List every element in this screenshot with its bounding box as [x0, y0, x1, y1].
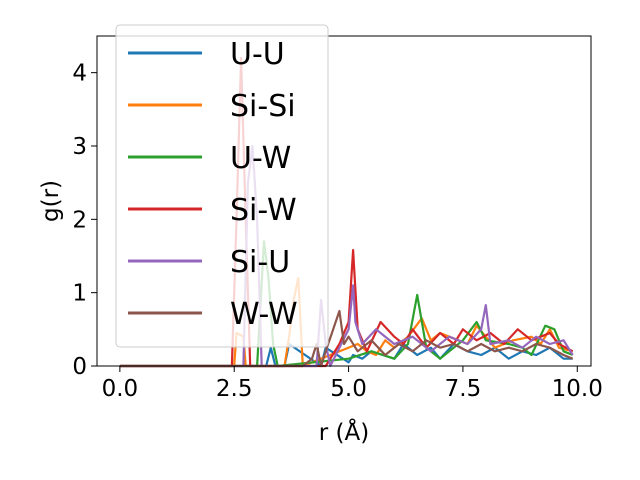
legend-label-w-w: W-W — [230, 297, 298, 332]
x-tick-label: 5.0 — [330, 376, 367, 402]
y-tick-label: 2 — [72, 207, 87, 233]
x-axis-label: r (Å) — [319, 418, 369, 446]
legend-label-u-u: U-U — [230, 37, 285, 72]
y-tick-label: 0 — [72, 354, 87, 380]
legend-label-u-w: U-W — [230, 141, 291, 176]
legend-label-si-si: Si-Si — [230, 89, 296, 124]
y-tick-label: 3 — [72, 134, 87, 160]
legend: U-U Si-Si U-W Si-W Si-U W-W — [115, 24, 329, 348]
y-axis-ticks: 0 1 2 3 4 — [72, 61, 97, 380]
legend-label-si-u: Si-U — [230, 245, 290, 280]
x-tick-label: 0.0 — [102, 376, 139, 402]
x-axis-ticks: 0.0 2.5 5.0 7.5 10.0 — [102, 366, 603, 402]
series-line-w-w — [119, 309, 574, 368]
x-tick-label: 7.5 — [445, 376, 482, 402]
y-tick-label: 1 — [72, 281, 87, 307]
x-tick-label: 10.0 — [552, 376, 603, 402]
x-tick-label: 2.5 — [216, 376, 253, 402]
y-tick-label: 4 — [72, 61, 87, 87]
plot-frame — [96, 35, 592, 367]
legend-label-si-w: Si-W — [230, 193, 297, 228]
legend-items: U-U Si-Si U-W Si-W Si-U W-W — [128, 37, 298, 332]
y-axis-label: g(r) — [38, 180, 64, 222]
